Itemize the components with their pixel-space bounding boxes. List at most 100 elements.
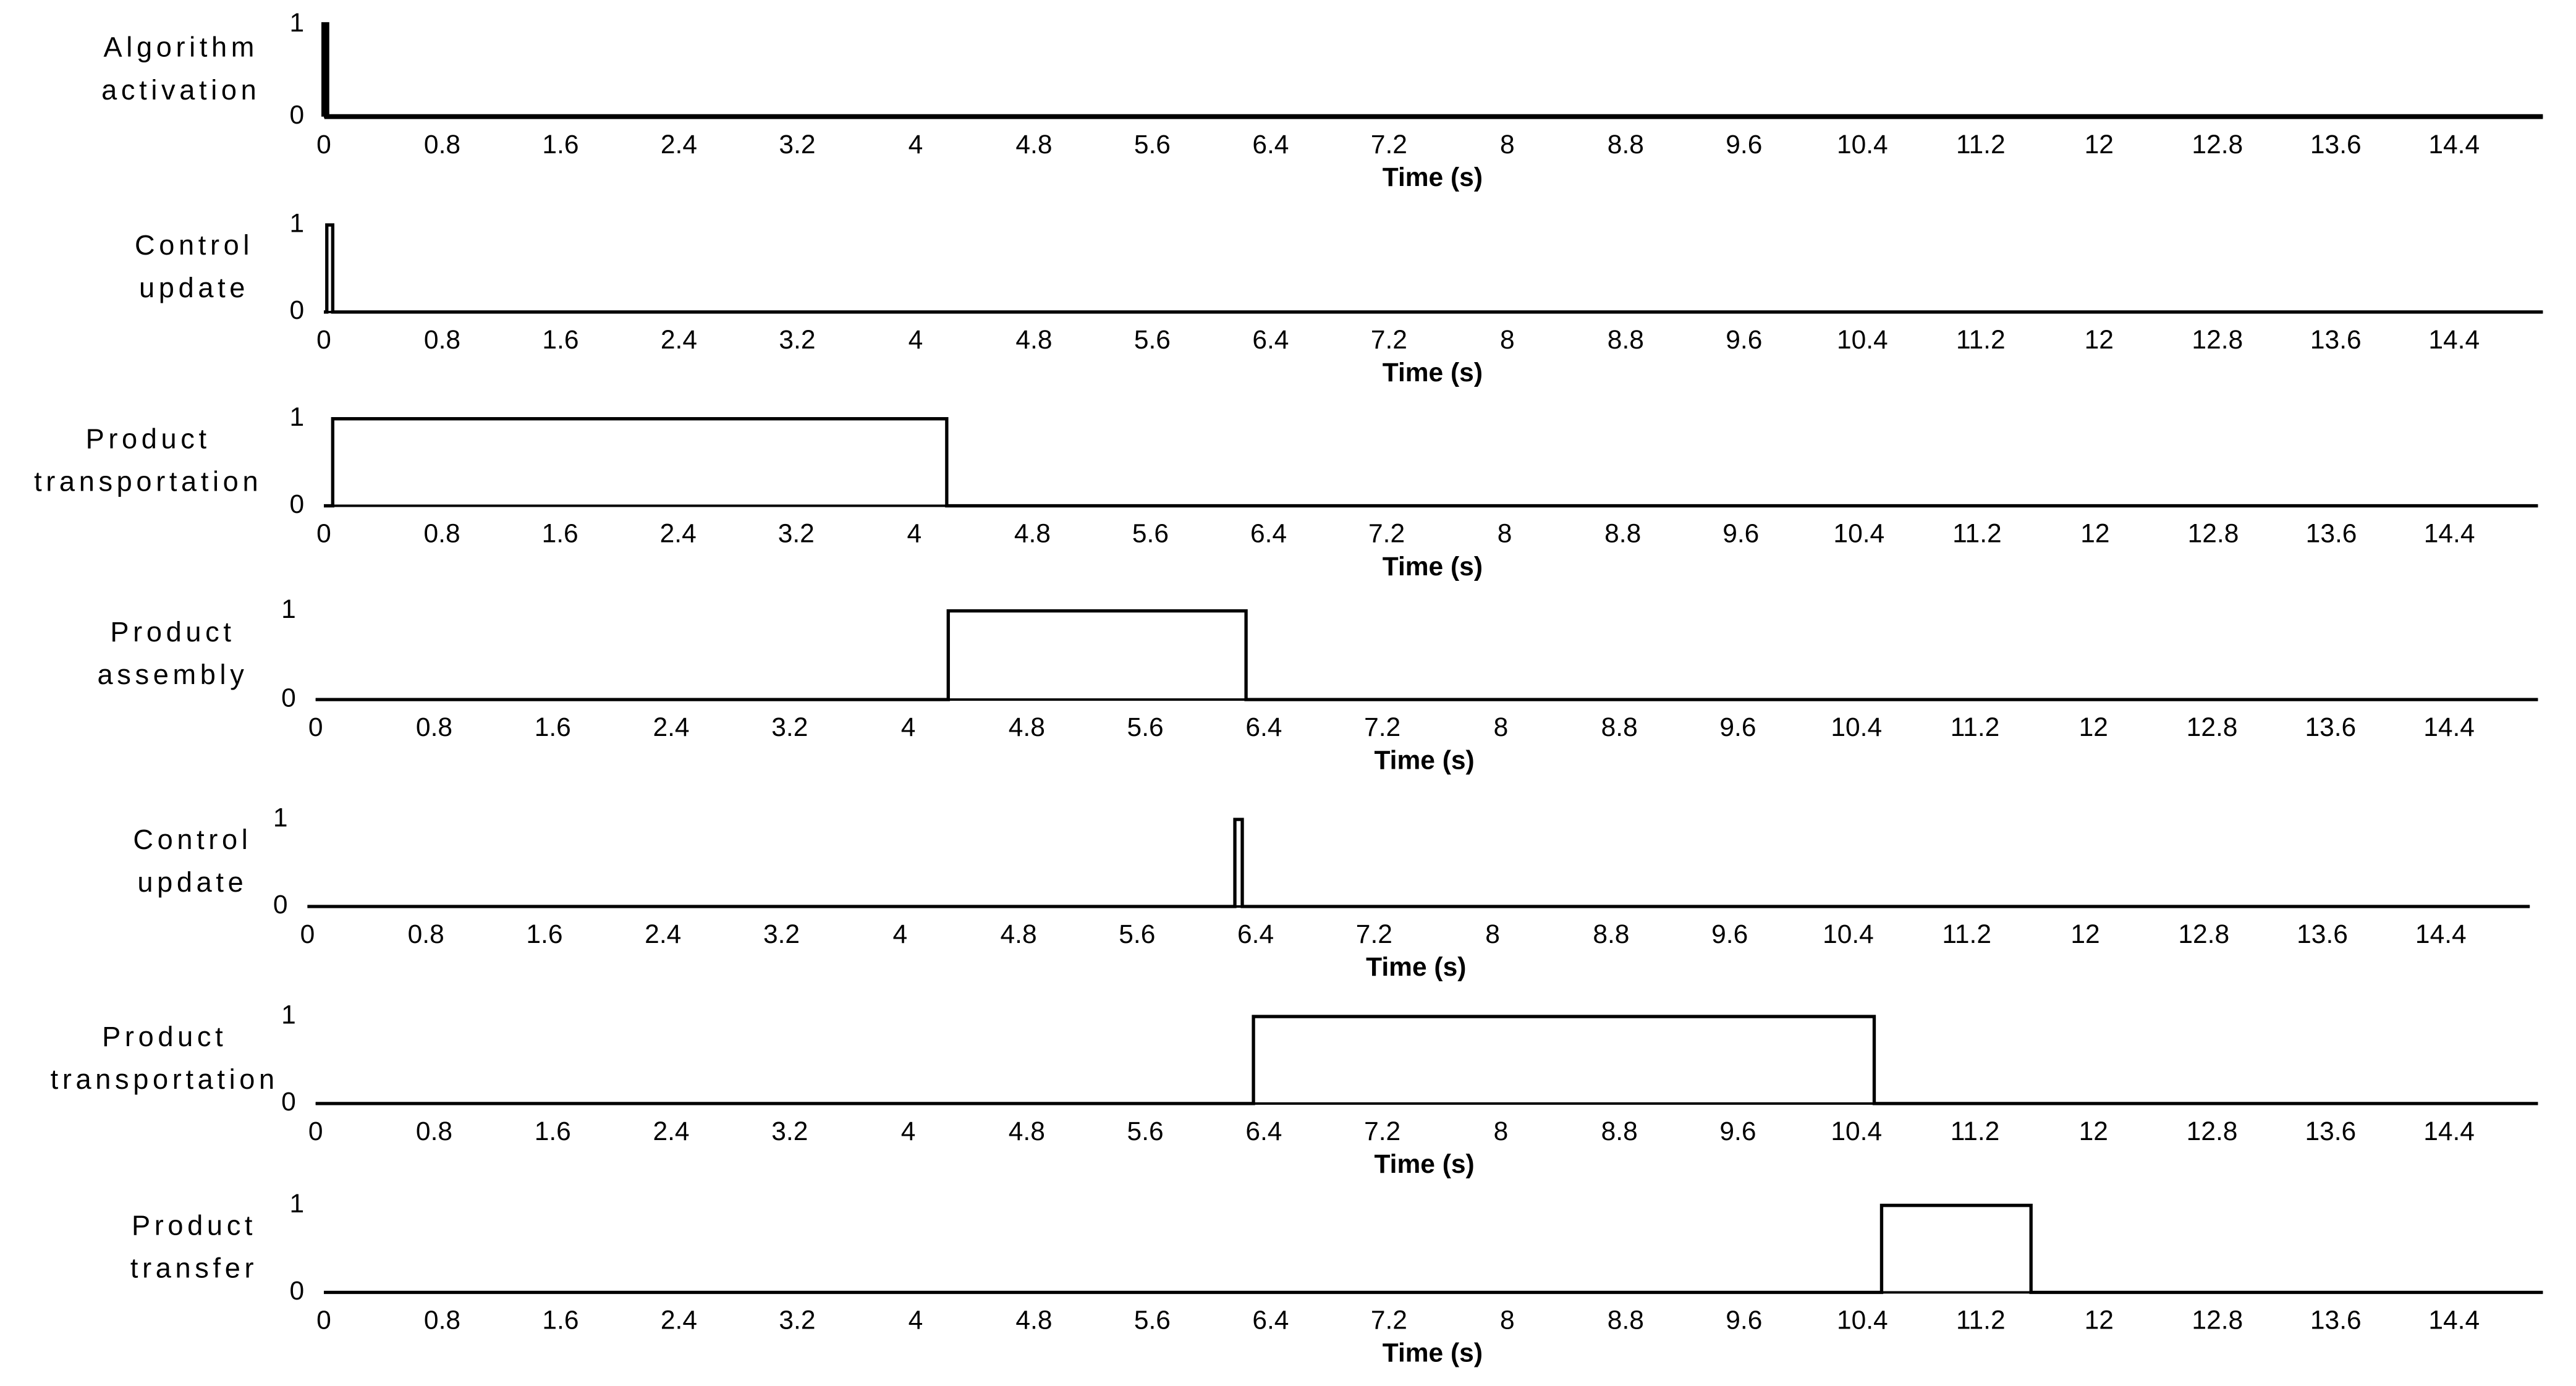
x-tick-label: 11.2 [1956, 130, 2006, 159]
x-tick-label: 2.4 [653, 713, 689, 742]
x-tick-label: 6.4 [1250, 520, 1287, 549]
y-axis-label: update [139, 272, 249, 303]
x-tick-label: 12.8 [2187, 1117, 2238, 1146]
x-tick-label: 12 [2085, 326, 2114, 355]
x-tick-label: 14.4 [2415, 920, 2467, 949]
x-tick-label: 0 [316, 130, 331, 159]
x-tick-label: 4.8 [1009, 1117, 1045, 1146]
y-tick-label: 0 [273, 890, 288, 919]
signal-line [321, 22, 2543, 119]
x-tick-label: 5.6 [1134, 1306, 1171, 1335]
y-tick-label: 1 [273, 803, 288, 832]
x-tick-label: 9.6 [1726, 326, 1762, 355]
x-tick-label: 6.4 [1252, 326, 1289, 355]
x-tick-label: 10.4 [1823, 920, 1874, 949]
y-tick-label: 0 [289, 490, 304, 519]
x-axis-label: Time (s) [1366, 953, 1466, 982]
x-tick-label: 3.2 [778, 520, 815, 549]
y-tick-label: 1 [289, 209, 304, 238]
x-axis-label: Time (s) [1383, 1339, 1483, 1368]
y-tick-label: 0 [281, 1088, 296, 1117]
x-tick-label: 12 [2085, 130, 2114, 159]
x-tick-label: 12.8 [2192, 1306, 2243, 1335]
x-tick-label: 2.4 [661, 1306, 697, 1335]
x-tick-label: 8 [1500, 1306, 1515, 1335]
x-tick-label: 3.2 [779, 326, 815, 355]
x-tick-label: 1.6 [535, 713, 571, 742]
x-tick-label: 2.4 [653, 1117, 689, 1146]
x-tick-label: 0 [316, 520, 331, 549]
x-tick-label: 0 [308, 1117, 323, 1146]
y-tick-label: 0 [289, 1277, 304, 1306]
x-tick-label: 13.6 [2310, 326, 2362, 355]
x-tick-label: 4.8 [1015, 326, 1052, 355]
y-tick-label: 1 [281, 1000, 296, 1029]
x-tick-label: 1.6 [535, 1117, 571, 1146]
y-tick-label: 0 [289, 101, 304, 130]
x-tick-label: 11.2 [1956, 326, 2006, 355]
x-tick-label: 9.6 [1722, 520, 1759, 549]
x-tick-label: 4.8 [1015, 130, 1052, 159]
x-tick-label: 12.8 [2188, 520, 2239, 549]
x-tick-label: 12 [2070, 920, 2099, 949]
x-tick-label: 13.6 [2310, 1306, 2362, 1335]
x-tick-label: 0.8 [424, 130, 460, 159]
x-tick-label: 9.6 [1726, 130, 1762, 159]
x-tick-label: 6.4 [1237, 920, 1274, 949]
x-tick-label: 2.4 [661, 326, 697, 355]
x-tick-label: 3.2 [779, 130, 815, 159]
x-tick-label: 8 [1500, 130, 1515, 159]
x-tick-label: 6.4 [1245, 1117, 1282, 1146]
signal-line [323, 1204, 2543, 1295]
x-tick-label: 9.6 [1719, 1117, 1756, 1146]
x-tick-label: 4.8 [1015, 1306, 1052, 1335]
x-axis-label: Time (s) [1383, 358, 1483, 387]
x-tick-label: 7.2 [1364, 713, 1400, 742]
x-axis-label: Time (s) [1383, 163, 1483, 192]
x-tick-label: 11.2 [1956, 1306, 2006, 1335]
x-tick-label: 4 [909, 130, 923, 159]
x-tick-label: 6.4 [1252, 1306, 1289, 1335]
signal-line [323, 223, 2543, 314]
x-tick-label: 8.8 [1604, 520, 1641, 549]
x-tick-label: 2.4 [645, 920, 681, 949]
x-tick-label: 8.8 [1608, 326, 1644, 355]
x-tick-label: 0.8 [424, 520, 460, 549]
x-tick-label: 11.2 [1951, 1117, 2000, 1146]
x-tick-label: 9.6 [1719, 713, 1756, 742]
x-tick-label: 4 [909, 1306, 923, 1335]
x-tick-label: 0 [308, 713, 323, 742]
x-tick-label: 12.8 [2192, 326, 2243, 355]
x-tick-label: 10.4 [1837, 326, 1888, 355]
x-tick-label: 3.2 [771, 713, 808, 742]
x-tick-label: 4 [909, 326, 923, 355]
x-tick-label: 14.4 [2423, 713, 2475, 742]
y-tick-label: 1 [281, 595, 296, 624]
x-tick-label: 10.4 [1831, 1117, 1882, 1146]
x-tick-label: 1.6 [542, 130, 578, 159]
x-tick-label: 5.6 [1127, 713, 1164, 742]
x-tick-label: 4 [901, 713, 916, 742]
x-tick-label: 8.8 [1608, 130, 1644, 159]
y-axis-label: Product [86, 423, 211, 454]
x-tick-label: 5.6 [1134, 326, 1171, 355]
x-tick-label: 10.4 [1837, 130, 1888, 159]
x-axis-label: Time (s) [1374, 1150, 1474, 1179]
x-tick-label: 10.4 [1833, 520, 1884, 549]
x-tick-label: 8.8 [1593, 920, 1629, 949]
x-tick-label: 12.8 [2192, 130, 2243, 159]
x-tick-label: 4.8 [1000, 920, 1036, 949]
x-tick-label: 3.2 [763, 920, 800, 949]
x-tick-label: 0.8 [416, 1117, 452, 1146]
x-tick-label: 8.8 [1601, 713, 1638, 742]
x-tick-label: 0.8 [424, 326, 460, 355]
x-tick-label: 4 [901, 1117, 916, 1146]
x-tick-label: 12.8 [2187, 713, 2238, 742]
x-tick-label: 12 [2079, 713, 2108, 742]
x-tick-label: 13.6 [2305, 1117, 2356, 1146]
x-tick-label: 11.2 [1942, 920, 1991, 949]
y-axis-label: transportation [34, 466, 262, 497]
x-tick-label: 3.2 [771, 1117, 808, 1146]
x-tick-label: 1.6 [542, 520, 578, 549]
x-tick-label: 14.4 [2428, 1306, 2480, 1335]
